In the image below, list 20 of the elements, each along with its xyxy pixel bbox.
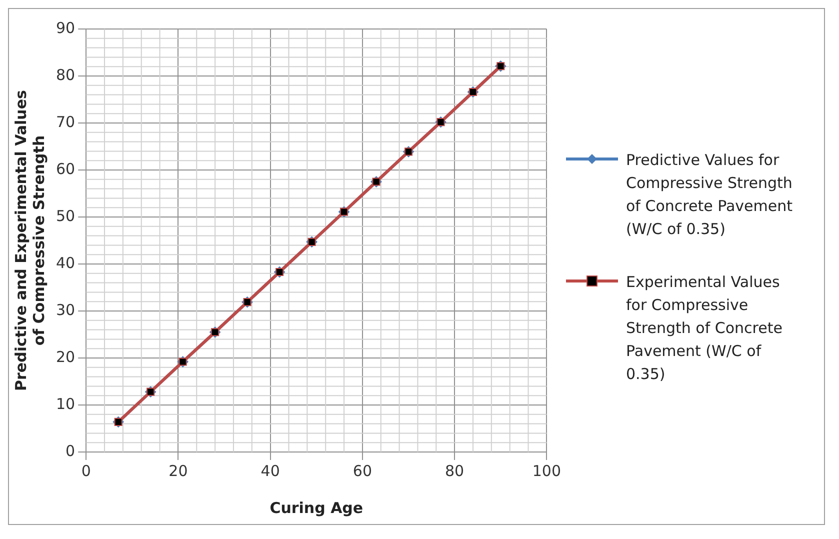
y-tick-label: 30 [56, 300, 76, 319]
y-tick-label: 80 [56, 66, 76, 84]
x-tick-label: 20 [168, 462, 188, 480]
y-axis-title: Predictive and Experimental Values of Compressive Strength [12, 90, 48, 391]
x-tick-label: 40 [260, 462, 280, 480]
x-tick-label: 0 [81, 462, 91, 480]
y-tick-label: 50 [56, 206, 76, 225]
x-tick-label: 100 [532, 462, 562, 480]
legend-label: Predictive Values for Compressive Strength of Concrete Pavement (W/C of 0.35) [626, 150, 794, 240]
y-tick-label: 20 [56, 348, 76, 366]
y-tick-label: 60 [56, 160, 76, 178]
x-tick-label: 80 [445, 462, 464, 480]
y-tick-label: 10 [56, 394, 76, 413]
y-tick-label: 40 [56, 254, 76, 272]
x-tick-label: 60 [352, 462, 372, 480]
y-tick-label: 0 [66, 442, 76, 460]
y-tick-label: 90 [56, 18, 76, 37]
y-tick-label: 70 [56, 112, 76, 131]
x-axis-title: Curing Age [270, 498, 364, 517]
legend-label: Experimental Values for Compressive Strength of Concrete Pavement (W/C of 0.35) [626, 272, 784, 385]
